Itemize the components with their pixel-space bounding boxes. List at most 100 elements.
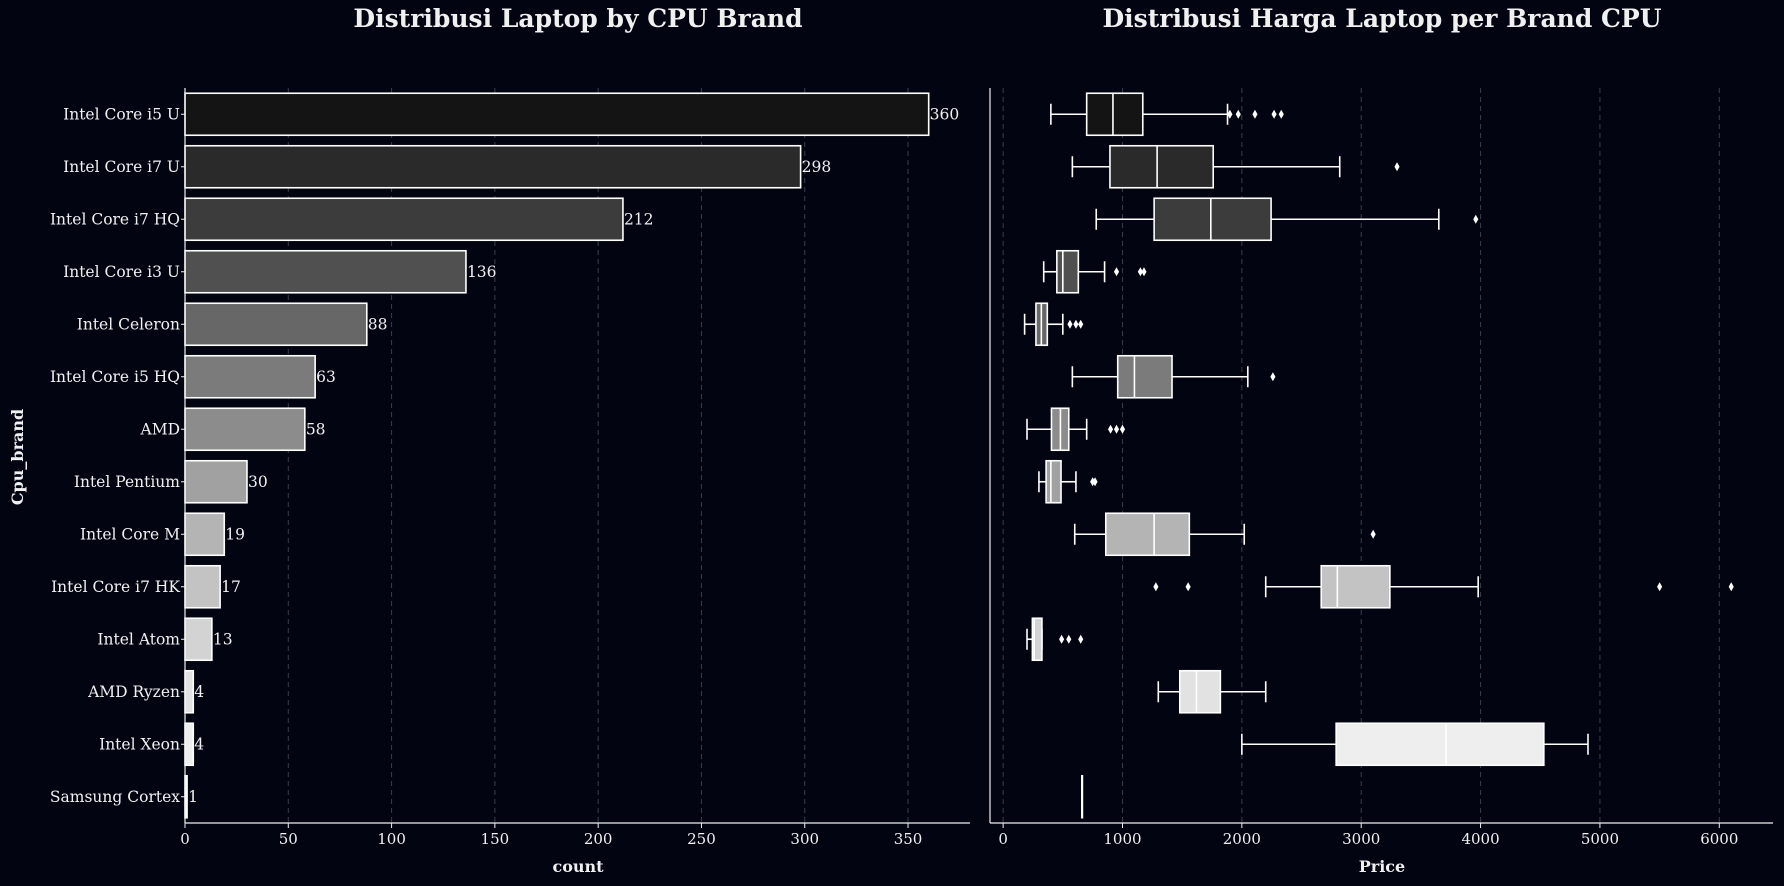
box (1045, 459, 1062, 504)
outlier-point (1235, 109, 1241, 119)
bar-value-label: 4 (194, 683, 204, 701)
y-tick-label: Intel Core i7 HQ (50, 210, 180, 228)
outlier-point (1153, 582, 1159, 592)
bar (184, 354, 316, 399)
x-tick-label: 0 (998, 830, 1008, 848)
y-tick-label: Intel Pentium (74, 473, 180, 491)
box-group (1241, 722, 1589, 767)
outlier-point (1141, 267, 1147, 277)
box-group (1081, 774, 1084, 819)
y-tick-label: Intel Celeron (77, 315, 180, 333)
outlier-point (1059, 634, 1065, 644)
y-tick-label: Intel Xeon (99, 735, 180, 753)
x-tick-label: 200 (584, 830, 613, 848)
box-group (1157, 669, 1267, 714)
box (1031, 617, 1043, 662)
y-tick-label: Intel Core M (80, 525, 180, 543)
x-tick-label: 0 (180, 830, 190, 848)
outlier-point (1227, 109, 1233, 119)
bar (184, 512, 226, 557)
x-tick-label: 4000 (1461, 830, 1499, 848)
outlier-point (1270, 372, 1276, 382)
box (1116, 354, 1173, 399)
box (1153, 197, 1272, 242)
outlier-point (1119, 424, 1126, 434)
outlier-point (1278, 109, 1284, 119)
outlier-point (1078, 634, 1084, 644)
box (1109, 144, 1215, 189)
bar-value-label: 88 (368, 315, 388, 333)
box-group (1023, 302, 1084, 347)
outlier-point (1657, 582, 1663, 592)
box (1320, 564, 1391, 609)
bar-value-label: 298 (802, 158, 832, 176)
box-group (1042, 249, 1147, 294)
outlier-point (1473, 214, 1479, 224)
box-group (1050, 92, 1284, 137)
outlier-point (1092, 477, 1098, 487)
y-tick-label: Intel Core i5 HQ (50, 368, 180, 386)
x-tick-label: 3000 (1342, 830, 1380, 848)
y-tick-label: Intel Core i5 U (63, 105, 180, 123)
y-tick-label: Intel Core i7 U (63, 158, 180, 176)
outlier-point (1185, 582, 1191, 592)
outlier-point (1067, 319, 1073, 329)
left-x-axis-label: count (552, 857, 604, 876)
y-tick-label: Intel Atom (97, 630, 180, 648)
outlier-point (1113, 424, 1120, 434)
bar-value-label: 13 (213, 630, 233, 648)
outlier-point (1078, 319, 1084, 329)
y-tick-label: Intel Core i3 U (63, 263, 180, 281)
box-group (1026, 407, 1126, 452)
x-tick-label: 1000 (1103, 830, 1141, 848)
bar (184, 407, 306, 452)
y-tick-label: Samsung Cortex (50, 788, 180, 806)
x-tick-label: 6000 (1700, 830, 1738, 848)
outlier-point (1073, 319, 1079, 329)
box-group (1095, 197, 1479, 242)
bar (184, 144, 802, 189)
outlier-point (1107, 424, 1114, 434)
bar-value-label: 19 (225, 525, 245, 543)
x-tick-label: 300 (790, 830, 819, 848)
bar-value-label: 58 (306, 420, 326, 438)
box-group (1038, 459, 1098, 504)
bar-value-label: 63 (316, 368, 336, 386)
x-tick-label: 100 (377, 830, 406, 848)
bar (184, 459, 248, 504)
outlier-point (1271, 109, 1277, 119)
box (1104, 512, 1191, 557)
box-group (1073, 512, 1376, 557)
left-chart-title: Distribusi Laptop by CPU Brand (353, 4, 803, 33)
y-tick-label: AMD Ryzen (87, 683, 180, 701)
outlier-point (1370, 529, 1376, 539)
box-group (1153, 564, 1734, 609)
outlier-point (1728, 582, 1734, 592)
x-tick-label: 350 (894, 830, 923, 848)
right-x-axis-label: Price (1359, 857, 1405, 876)
bar (184, 617, 213, 662)
x-tick-label: 5000 (1581, 830, 1619, 848)
box (1178, 669, 1222, 714)
bar-value-label: 360 (930, 105, 960, 123)
outlier-point (1113, 267, 1120, 277)
box-group (1071, 144, 1400, 189)
left-y-axis-label: Cpu_brand (8, 409, 27, 505)
x-tick-label: 250 (687, 830, 716, 848)
bar-value-label: 17 (221, 578, 241, 596)
x-tick-label: 50 (279, 830, 298, 848)
outlier-point (1137, 267, 1143, 277)
box (1085, 92, 1144, 137)
outlier-point (1394, 162, 1400, 172)
bar-value-label: 1 (188, 788, 198, 806)
box (1056, 249, 1080, 294)
x-tick-label: 150 (481, 830, 510, 848)
right-chart-title: Distribusi Harga Laptop per Brand CPU (1102, 4, 1662, 33)
bar-value-label: 30 (248, 473, 268, 491)
bar (184, 92, 930, 137)
outlier-point (1066, 634, 1072, 644)
outlier-point (1252, 109, 1258, 119)
